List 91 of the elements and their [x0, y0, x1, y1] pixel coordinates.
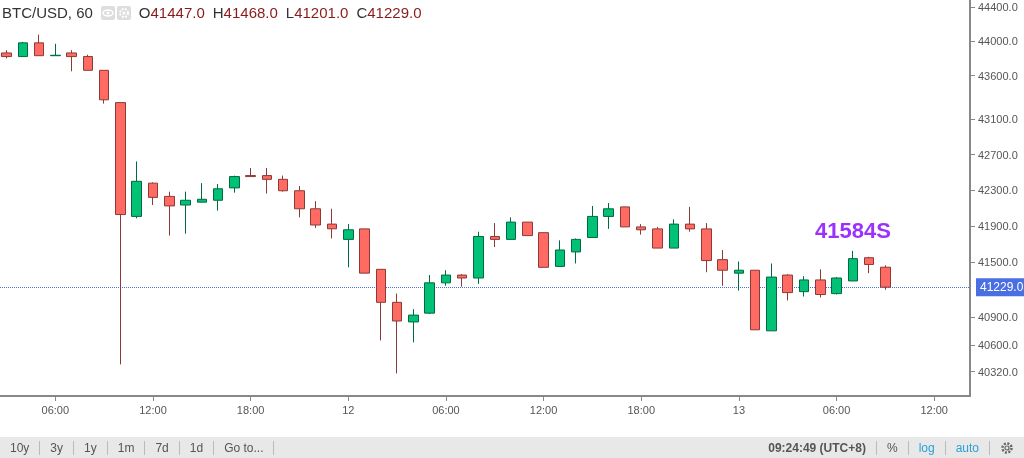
candlestick — [506, 216, 516, 240]
x-tick-label: 18:00 — [236, 403, 265, 416]
candlestick — [717, 249, 728, 287]
text: auto — [945, 440, 990, 455]
x-tick-label: 13 — [732, 403, 746, 416]
candlestick — [34, 34, 44, 57]
candlestick — [473, 231, 484, 285]
candlestick — [278, 175, 288, 193]
candlestick — [359, 228, 370, 274]
text: 3y — [40, 440, 75, 455]
candlestick — [587, 205, 598, 238]
candlestick — [457, 273, 467, 288]
candlestick — [213, 183, 223, 212]
candlestick — [880, 264, 891, 291]
text: 7d — [145, 440, 180, 455]
candlestick — [229, 175, 240, 194]
candlestick — [294, 185, 305, 218]
candlestick — [310, 200, 321, 229]
y-tick-label: 42700.0 — [978, 148, 1018, 161]
chart-subtitle: O41447.0 H41468.0 L41201.0 C41229.0 — [138, 4, 422, 21]
candlestick — [197, 182, 207, 203]
candlestick — [685, 206, 695, 233]
candlestick — [376, 268, 386, 341]
candlestick — [555, 239, 565, 267]
annotation: 41584S — [815, 218, 891, 244]
y-tick-label: 40320.0 — [978, 365, 1018, 378]
candlestick — [327, 208, 337, 239]
candlestick — [799, 275, 809, 298]
y-tick-label: 42300.0 — [978, 184, 1018, 197]
y-tick-label: 40600.0 — [978, 339, 1018, 352]
y-tick-label: 44400.0 — [978, 0, 1018, 13]
candlestick — [148, 181, 158, 206]
candlestick — [701, 222, 712, 273]
candlestick — [164, 191, 175, 237]
candlestick — [262, 167, 272, 195]
y-tick-label: 40900.0 — [978, 311, 1018, 324]
candlestick — [99, 69, 109, 105]
candlestick — [831, 276, 842, 296]
x-tick-label: 06:00 — [432, 403, 460, 416]
text: 09:24:49 (UTC+8) — [758, 440, 877, 455]
x-tick-label: 18:00 — [627, 403, 656, 416]
candlestick — [180, 191, 191, 235]
x-tick-label: 12:00 — [139, 403, 167, 416]
text: 10y — [0, 440, 41, 455]
y-tick-label: 41900.0 — [978, 220, 1018, 233]
text: 1y — [74, 440, 108, 455]
x-tick-label: 06:00 — [41, 403, 70, 416]
text: Go to... — [214, 440, 275, 455]
y-tick-label: 43100.0 — [978, 113, 1018, 126]
ref-line-label: 41229.0 — [980, 280, 1024, 295]
candlestick — [766, 262, 777, 332]
candlestick — [864, 256, 874, 274]
candlestick — [620, 206, 630, 228]
y-tick-label: 43600.0 — [978, 69, 1018, 82]
candlestick — [669, 218, 679, 249]
candlestick — [18, 41, 28, 58]
candlestick — [652, 226, 663, 249]
candlestick — [1, 49, 12, 59]
candlestick — [522, 221, 533, 237]
candlestick — [245, 167, 256, 178]
candlestick — [603, 202, 614, 230]
candlestick — [750, 269, 760, 331]
text: log — [908, 440, 946, 455]
chart-title: BTC/USD, 60 — [2, 4, 93, 21]
candlestick — [392, 293, 402, 374]
candlestick — [408, 308, 419, 343]
candlestick — [83, 54, 93, 71]
x-tick-label: 12:00 — [920, 403, 948, 416]
candlestick — [734, 261, 744, 292]
candlestick — [66, 49, 77, 72]
text: 1m — [107, 440, 146, 455]
candlestick — [424, 274, 435, 315]
x-tick-label: 12:00 — [529, 403, 558, 416]
candlestick — [538, 232, 549, 268]
candlestick — [115, 102, 126, 365]
candlestick — [848, 250, 858, 282]
y-tick-label: 44000.0 — [978, 35, 1018, 48]
candlestick — [131, 160, 142, 219]
candlestick — [343, 223, 354, 268]
candlestick — [636, 223, 646, 236]
candlestick — [490, 222, 500, 248]
candlestick — [782, 273, 793, 301]
text: % — [876, 440, 909, 455]
x-tick-label: 06:00 — [822, 403, 851, 416]
candlestick — [441, 269, 451, 287]
x-tick-label: 12 — [342, 403, 355, 416]
candlestick — [571, 237, 581, 264]
candlestick — [815, 268, 826, 298]
candlestick — [50, 43, 61, 57]
text: 1d — [179, 440, 215, 455]
y-tick-label: 41500.0 — [978, 256, 1018, 269]
